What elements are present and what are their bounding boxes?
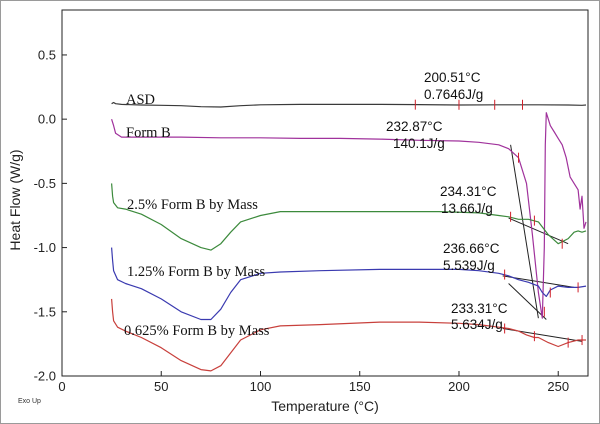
- y-tick-label: -1.5: [34, 304, 56, 319]
- annotation-0-625-enthalpy: 5.634J/g: [451, 317, 503, 332]
- x-tick-label: 0: [58, 379, 65, 394]
- series-label-asd: ASD: [126, 92, 155, 108]
- annotation-2-5-temp: 234.31°C: [440, 184, 497, 199]
- annotation-form-b-enthalpy: 140.1J/g: [393, 136, 445, 151]
- series-line-1: [111, 112, 587, 319]
- y-tick-label: -2.0: [34, 369, 56, 384]
- x-tick-label: 100: [250, 379, 272, 394]
- series-label-1-25-percent: 1.25% Form B by Mass: [127, 264, 266, 280]
- x-tick-label: 200: [448, 379, 470, 394]
- annotation-asd-enthalpy: 0.7646J/g: [424, 87, 483, 102]
- series-line-4: [111, 298, 586, 372]
- y-axis-label: Heat Flow (W/g): [7, 149, 23, 250]
- x-tick-label: 250: [547, 379, 569, 394]
- annotation-asd-temp: 200.51°C: [424, 70, 481, 85]
- x-tick-label: 150: [349, 379, 371, 394]
- y-tick-label: -1.0: [34, 240, 56, 255]
- y-tick-label: -0.5: [34, 176, 56, 191]
- annotation-form-b-temp: 232.87°C: [386, 119, 443, 134]
- series-label-0-625-percent: 0.625% Form B by Mass: [124, 323, 270, 339]
- analysis-baseline: [508, 217, 569, 245]
- annotation-1-25-enthalpy: 5.539J/g: [443, 258, 495, 273]
- plot-area: [61, 9, 589, 377]
- annotation-0-625-temp: 233.31°C: [451, 301, 508, 316]
- x-axis-label: Temperature (°C): [271, 398, 379, 414]
- analysis-baseline: [508, 283, 547, 320]
- series-label-form-b: Form B: [126, 125, 171, 141]
- y-tick-label: 0.0: [38, 112, 56, 127]
- series-label-2-5-percent: 2.5% Form B by Mass: [127, 197, 258, 213]
- series-line-2: [111, 183, 587, 251]
- series-line-0: [111, 101, 587, 108]
- analysis-baseline: [510, 144, 539, 319]
- y-tick-label: 0.5: [38, 47, 56, 62]
- series-line-3: [111, 247, 587, 321]
- x-tick-label: 50: [154, 379, 168, 394]
- annotation-1-25-temp: 236.66°C: [443, 241, 500, 256]
- exo-up-note: Exo Up: [18, 398, 41, 405]
- annotation-2-5-enthalpy: 13.66J/g: [441, 201, 493, 216]
